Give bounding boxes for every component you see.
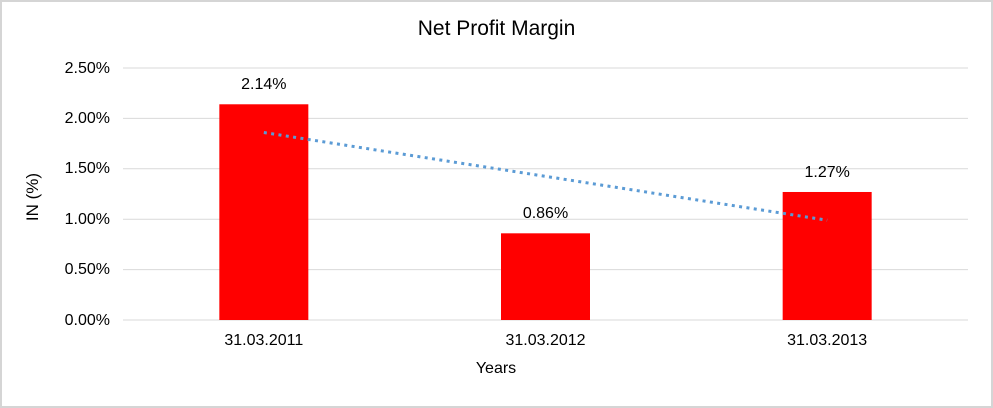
bar — [219, 104, 309, 321]
x-axis-title: Years — [475, 360, 517, 377]
bar — [501, 233, 590, 320]
y-tick-label: 0.00% — [64, 311, 110, 329]
bar-data-label: 2.14% — [241, 76, 287, 94]
trendline — [263, 131, 828, 222]
x-category-label: 31.03.2011 — [224, 332, 304, 349]
bar-data-label: 0.86% — [522, 205, 569, 223]
chart-title: Net Profit Margin — [417, 17, 576, 40]
y-tick-label: 1.00% — [64, 210, 110, 228]
y-tick-label: 0.50% — [64, 261, 110, 279]
bar — [782, 191, 872, 320]
y-tick-label: 1.50% — [64, 160, 110, 178]
y-tick-label: 2.00% — [64, 109, 110, 127]
x-category-label: 31.03.2013 — [787, 332, 868, 349]
bar-data-label: 1.27% — [804, 163, 850, 181]
y-tick-label: 2.50% — [64, 59, 110, 77]
x-category-label: 31.03.2012 — [505, 332, 586, 349]
